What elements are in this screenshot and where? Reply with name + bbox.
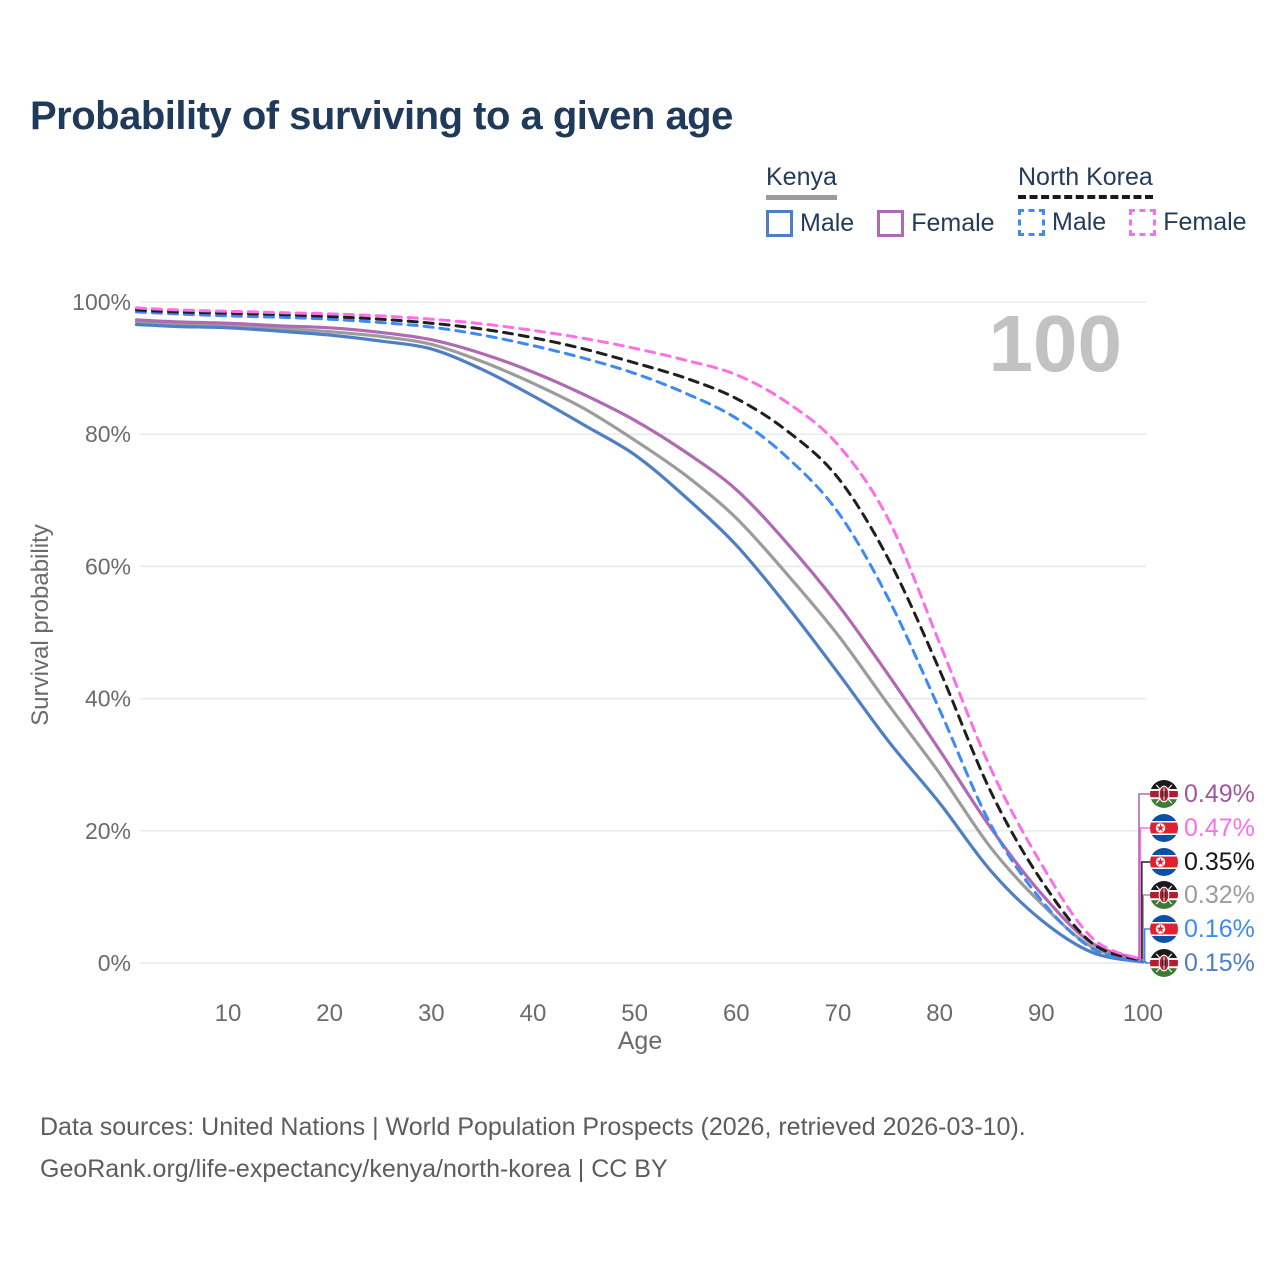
legend-group-north-korea: North Korea Male Female — [1018, 163, 1247, 237]
legend-label-kenya-male: Male — [800, 209, 855, 237]
x-tick-label: 70 — [825, 1000, 852, 1027]
legend-item-kenya-female[interactable]: Female — [877, 209, 995, 238]
north-korea-male-swatch — [1018, 209, 1045, 236]
x-tick-label: 40 — [520, 1000, 547, 1027]
x-tick-label: 50 — [621, 1000, 648, 1027]
footer-line-2: GeoRank.org/life-expectancy/kenya/north-… — [40, 1155, 668, 1183]
series-line-kenya-both-sexes[interactable] — [134, 320, 1145, 963]
end-label-kenya-male: 0.15% — [1184, 949, 1255, 977]
page-title: Probability of surviving to a given age — [30, 94, 733, 138]
legend-label-kenya-female: Female — [911, 209, 995, 237]
leader-line-kenya-both-sexes — [1142, 894, 1150, 962]
legend-group-title-north-korea: North Korea — [1018, 163, 1153, 191]
y-axis-title: Survival probability — [27, 524, 54, 725]
y-tick-label: 60% — [85, 553, 131, 579]
axis-ticks: 0% 20% 40% 60% 80% 100% 10 20 30 40 50 60 70 80 90 100 — [72, 289, 1163, 1027]
legend-group-title-kenya: Kenya — [766, 163, 837, 191]
kenya-flag-icon — [1150, 881, 1178, 909]
x-tick-label: 100 — [1123, 1000, 1163, 1027]
legend-label-north-korea-male: Male — [1052, 208, 1107, 236]
north-korea-flag-icon — [1150, 915, 1178, 943]
series-lines — [134, 306, 1145, 964]
legend-group-kenya: Kenya Male Female — [766, 163, 995, 238]
x-tick-label: 60 — [723, 1000, 750, 1027]
legend-item-kenya-male[interactable]: Male — [766, 209, 854, 238]
label-leader-lines — [1138, 793, 1150, 964]
kenya-male-swatch — [766, 210, 793, 237]
north-korea-flag-icon — [1150, 814, 1178, 842]
legend-label-north-korea-female: Female — [1163, 208, 1247, 236]
north-korea-total-line-swatch — [1018, 195, 1153, 199]
leader-line-north-korea-male — [1143, 928, 1150, 963]
series-end-labels: 0.32% 0.15% 0.49% 0.16% 0.35% 0.47% — [1150, 780, 1255, 977]
north-korea-female-swatch — [1129, 209, 1157, 236]
legend-item-north-korea-male[interactable]: Male — [1018, 208, 1106, 237]
y-tick-label: 80% — [85, 421, 131, 447]
leader-line-kenya-female — [1138, 793, 1150, 961]
series-line-north-korea-male[interactable] — [135, 310, 1145, 964]
y-tick-label: 0% — [98, 950, 131, 976]
footer-line-1: Data sources: United Nations | World Pop… — [40, 1113, 1026, 1141]
series-line-kenya-male[interactable] — [134, 322, 1145, 964]
series-line-north-korea-female[interactable] — [135, 306, 1145, 962]
kenya-flag-icon — [1150, 780, 1178, 808]
legend-item-north-korea-female[interactable]: Female — [1129, 208, 1247, 237]
x-tick-label: 30 — [418, 1000, 445, 1027]
y-tick-label: 20% — [85, 818, 131, 844]
end-label-kenya-both-sexes: 0.32% — [1184, 881, 1255, 909]
north-korea-flag-icon — [1150, 848, 1178, 876]
series-line-kenya-female[interactable] — [134, 318, 1145, 962]
gridlines — [140, 301, 1146, 964]
series-line-north-korea-both-sexes[interactable] — [135, 308, 1145, 963]
x-tick-label: 90 — [1028, 1000, 1055, 1027]
age-counter-watermark: 100 — [989, 299, 1122, 388]
end-label-north-korea-male: 0.16% — [1184, 915, 1255, 943]
kenya-total-line-swatch — [766, 195, 837, 200]
x-tick-label: 20 — [316, 1000, 343, 1027]
y-tick-label: 40% — [85, 686, 131, 712]
x-axis-title: Age — [618, 1027, 662, 1055]
end-label-north-korea-both-sexes: 0.35% — [1184, 848, 1255, 876]
end-label-north-korea-female: 0.47% — [1184, 814, 1255, 842]
x-tick-label: 80 — [926, 1000, 953, 1027]
data-source-footer: Data sources: United Nations | World Pop… — [40, 1106, 1026, 1190]
kenya-female-swatch — [877, 210, 905, 237]
y-tick-label: 100% — [72, 289, 131, 315]
end-label-kenya-female: 0.49% — [1184, 780, 1255, 808]
kenya-flag-icon — [1150, 949, 1178, 977]
x-tick-label: 10 — [215, 1000, 242, 1027]
